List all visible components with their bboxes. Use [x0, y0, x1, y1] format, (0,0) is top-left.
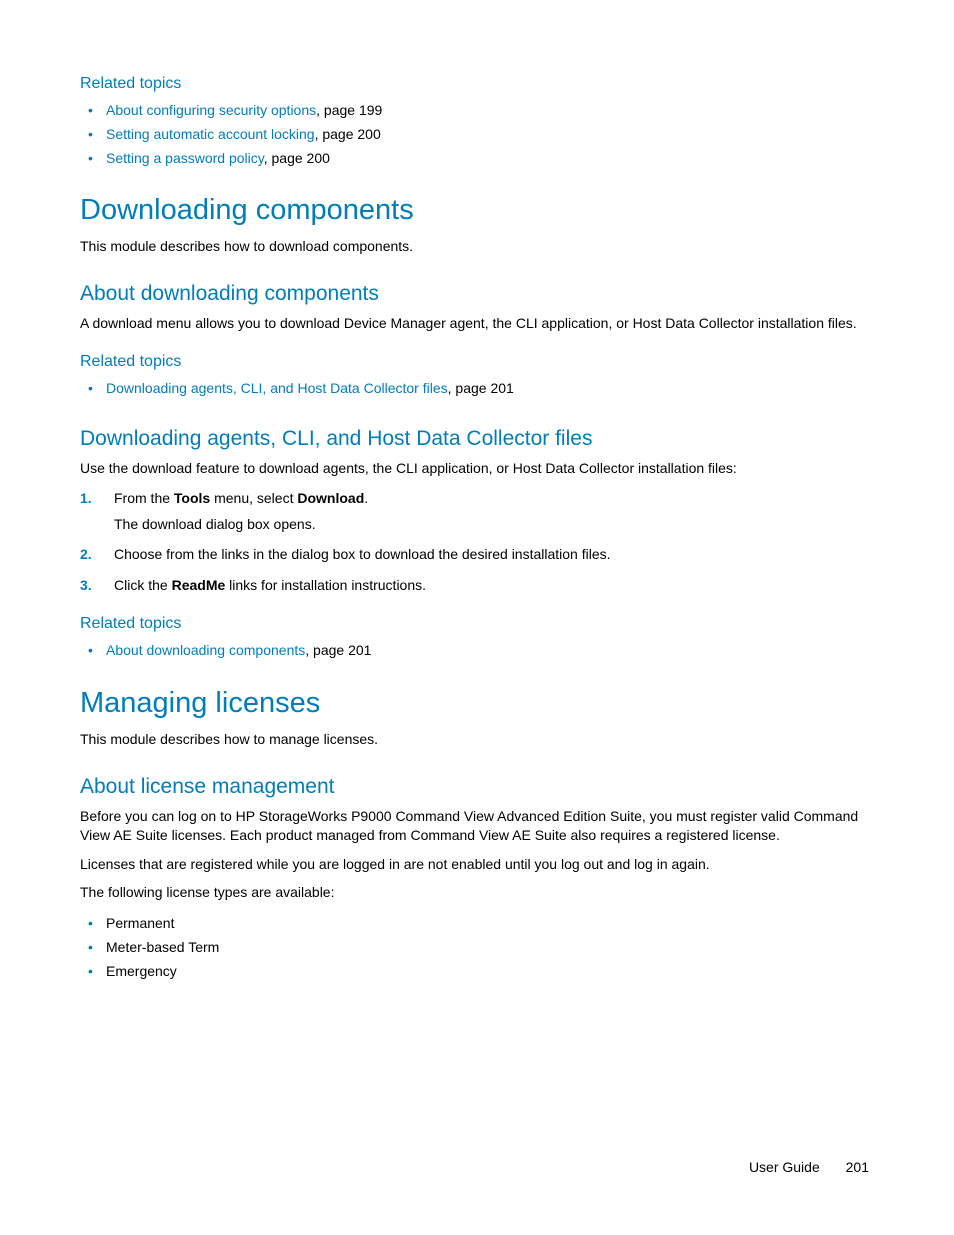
step-text: .: [364, 490, 368, 506]
subsection-heading-downloading-files: Downloading agents, CLI, and Host Data C…: [80, 427, 869, 451]
xref-link[interactable]: Downloading agents, CLI, and Host Data C…: [106, 380, 448, 396]
ui-bold: ReadMe: [172, 577, 226, 593]
step-text: menu, select: [210, 490, 297, 506]
paragraph: Use the download feature to download age…: [80, 459, 869, 478]
paragraph: The following license types are availabl…: [80, 883, 869, 902]
xref-page: , page 200: [264, 150, 330, 166]
paragraph: Before you can log on to HP StorageWorks…: [80, 807, 869, 845]
list-item: Emergency: [80, 960, 869, 984]
list-text: Emergency: [106, 963, 177, 979]
related-topics-heading: Related topics: [80, 615, 869, 633]
xref-page: , page 199: [316, 102, 382, 118]
ui-bold: Tools: [174, 490, 210, 506]
xref-link[interactable]: Setting automatic account locking: [106, 126, 315, 142]
step-item: Choose from the links in the dialog box …: [80, 544, 869, 564]
paragraph: A download menu allows you to download D…: [80, 314, 869, 333]
xref-link[interactable]: About configuring security options: [106, 102, 316, 118]
section-heading-downloading: Downloading components: [80, 194, 869, 227]
list-text: Permanent: [106, 915, 174, 931]
license-types-list: Permanent Meter-based Term Emergency: [80, 912, 869, 983]
page-number: 201: [846, 1159, 869, 1175]
xref-page: , page 201: [305, 642, 371, 658]
section-intro: This module describes how to manage lice…: [80, 730, 869, 749]
list-item: Meter-based Term: [80, 936, 869, 960]
list-text: Meter-based Term: [106, 939, 219, 955]
list-item: Setting a password policy, page 200: [80, 147, 869, 171]
ui-bold: Download: [297, 490, 364, 506]
step-item: Click the ReadMe links for installation …: [80, 575, 869, 595]
list-item: Downloading agents, CLI, and Host Data C…: [80, 377, 869, 401]
procedure-steps: From the Tools menu, select Download. Th…: [80, 488, 869, 595]
step-text: links for installation instructions.: [225, 577, 426, 593]
related-topics-heading: Related topics: [80, 353, 869, 371]
related-topics-list: About configuring security options, page…: [80, 99, 869, 170]
document-page: Related topics About configuring securit…: [0, 0, 954, 1235]
subsection-heading-about-licenses: About license management: [80, 775, 869, 799]
xref-link[interactable]: About downloading components: [106, 642, 305, 658]
footer-label: User Guide: [749, 1159, 820, 1175]
related-topics-list: Downloading agents, CLI, and Host Data C…: [80, 377, 869, 401]
xref-page: , page 201: [448, 380, 514, 396]
xref-page: , page 200: [315, 126, 381, 142]
step-text: Choose from the links in the dialog box …: [114, 546, 611, 562]
step-text: From the: [114, 490, 174, 506]
list-item: Permanent: [80, 912, 869, 936]
xref-link[interactable]: Setting a password policy: [106, 150, 264, 166]
list-item: Setting automatic account locking, page …: [80, 123, 869, 147]
page-footer: User Guide 201: [749, 1159, 869, 1175]
step-text: Click the: [114, 577, 172, 593]
list-item: About configuring security options, page…: [80, 99, 869, 123]
step-result: The download dialog box opens.: [114, 514, 869, 534]
paragraph: Licenses that are registered while you a…: [80, 855, 869, 874]
section-heading-licenses: Managing licenses: [80, 687, 869, 720]
related-topics-heading: Related topics: [80, 75, 869, 93]
list-item: About downloading components, page 201: [80, 639, 869, 663]
related-topics-list: About downloading components, page 201: [80, 639, 869, 663]
step-item: From the Tools menu, select Download. Th…: [80, 488, 869, 535]
subsection-heading-about-downloading: About downloading components: [80, 282, 869, 306]
section-intro: This module describes how to download co…: [80, 237, 869, 256]
